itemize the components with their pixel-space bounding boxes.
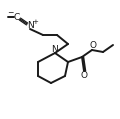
Text: O: O: [81, 70, 87, 79]
Text: −: −: [7, 8, 13, 17]
Text: N: N: [27, 22, 33, 30]
Text: O: O: [90, 42, 96, 50]
Text: C: C: [14, 12, 20, 22]
Text: N: N: [51, 45, 57, 54]
Text: +: +: [32, 19, 38, 25]
